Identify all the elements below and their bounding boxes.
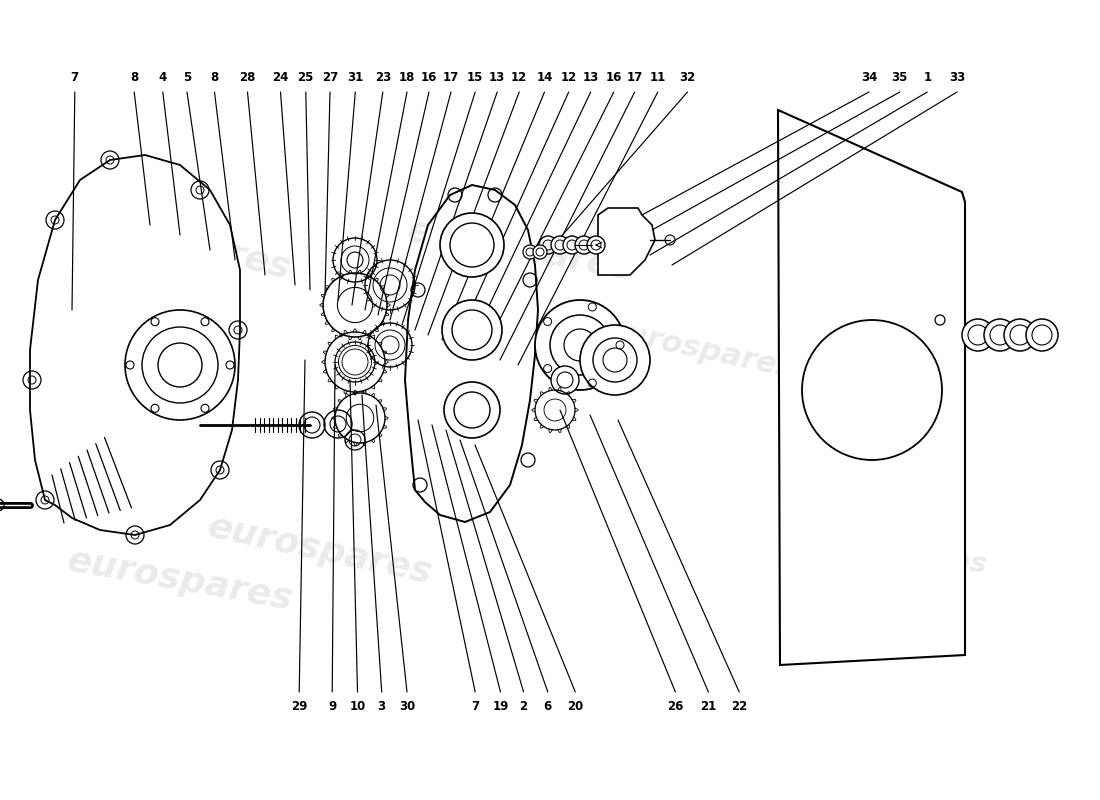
Text: eurospares: eurospares [603, 316, 798, 384]
Circle shape [534, 245, 547, 259]
Text: 16: 16 [606, 71, 621, 84]
Text: 26: 26 [668, 700, 683, 713]
Circle shape [1026, 319, 1058, 351]
Text: 13: 13 [583, 71, 598, 84]
Text: 34: 34 [861, 71, 877, 84]
Circle shape [587, 236, 605, 254]
Text: 10: 10 [350, 700, 365, 713]
Circle shape [802, 320, 942, 460]
Circle shape [575, 236, 593, 254]
Text: 14: 14 [537, 71, 552, 84]
Text: eurospares: eurospares [65, 194, 295, 286]
Text: 16: 16 [421, 71, 437, 84]
Circle shape [125, 310, 235, 420]
Text: 12: 12 [561, 71, 576, 84]
Text: 33: 33 [949, 71, 965, 84]
Text: 11: 11 [650, 71, 666, 84]
Text: 20: 20 [568, 700, 583, 713]
Text: 21: 21 [701, 700, 716, 713]
Circle shape [539, 236, 557, 254]
Text: 31: 31 [348, 71, 363, 84]
Text: 22: 22 [732, 700, 747, 713]
Circle shape [551, 236, 569, 254]
Circle shape [444, 382, 500, 438]
Text: 3: 3 [377, 700, 386, 713]
Text: 8: 8 [210, 71, 219, 84]
Text: eurospares: eurospares [205, 510, 436, 590]
Polygon shape [405, 185, 538, 522]
Circle shape [440, 213, 504, 277]
Text: 24: 24 [273, 71, 288, 84]
Text: 30: 30 [399, 700, 415, 713]
Circle shape [563, 236, 581, 254]
Text: 15: 15 [468, 71, 483, 84]
Circle shape [535, 300, 625, 390]
Text: 25: 25 [298, 71, 314, 84]
Text: 29: 29 [292, 700, 307, 713]
Text: 23: 23 [375, 71, 390, 84]
Polygon shape [778, 110, 965, 665]
Text: 13: 13 [490, 71, 505, 84]
Text: 17: 17 [443, 71, 459, 84]
Text: 8: 8 [130, 71, 139, 84]
Text: 4: 4 [158, 71, 167, 84]
Circle shape [442, 300, 502, 360]
Text: eurospares: eurospares [811, 521, 989, 579]
Text: 32: 32 [680, 71, 695, 84]
Text: 6: 6 [543, 700, 552, 713]
Polygon shape [598, 208, 654, 275]
Circle shape [522, 245, 537, 259]
Text: 19: 19 [493, 700, 508, 713]
Text: 7: 7 [70, 71, 79, 84]
Text: 1: 1 [923, 71, 932, 84]
Text: 9: 9 [328, 700, 337, 713]
Text: 12: 12 [512, 71, 527, 84]
Text: 17: 17 [627, 71, 642, 84]
Text: 35: 35 [892, 71, 907, 84]
Polygon shape [30, 155, 240, 535]
Text: 7: 7 [471, 700, 480, 713]
Text: eurospares: eurospares [405, 214, 636, 286]
Text: 5: 5 [183, 71, 191, 84]
Text: 18: 18 [399, 71, 415, 84]
Text: 28: 28 [240, 71, 255, 84]
Circle shape [580, 325, 650, 395]
Text: 27: 27 [322, 71, 338, 84]
Circle shape [962, 319, 994, 351]
Text: 2: 2 [519, 700, 528, 713]
Text: eurospares: eurospares [65, 543, 296, 617]
Circle shape [551, 366, 579, 394]
Circle shape [1004, 319, 1036, 351]
Circle shape [984, 319, 1016, 351]
